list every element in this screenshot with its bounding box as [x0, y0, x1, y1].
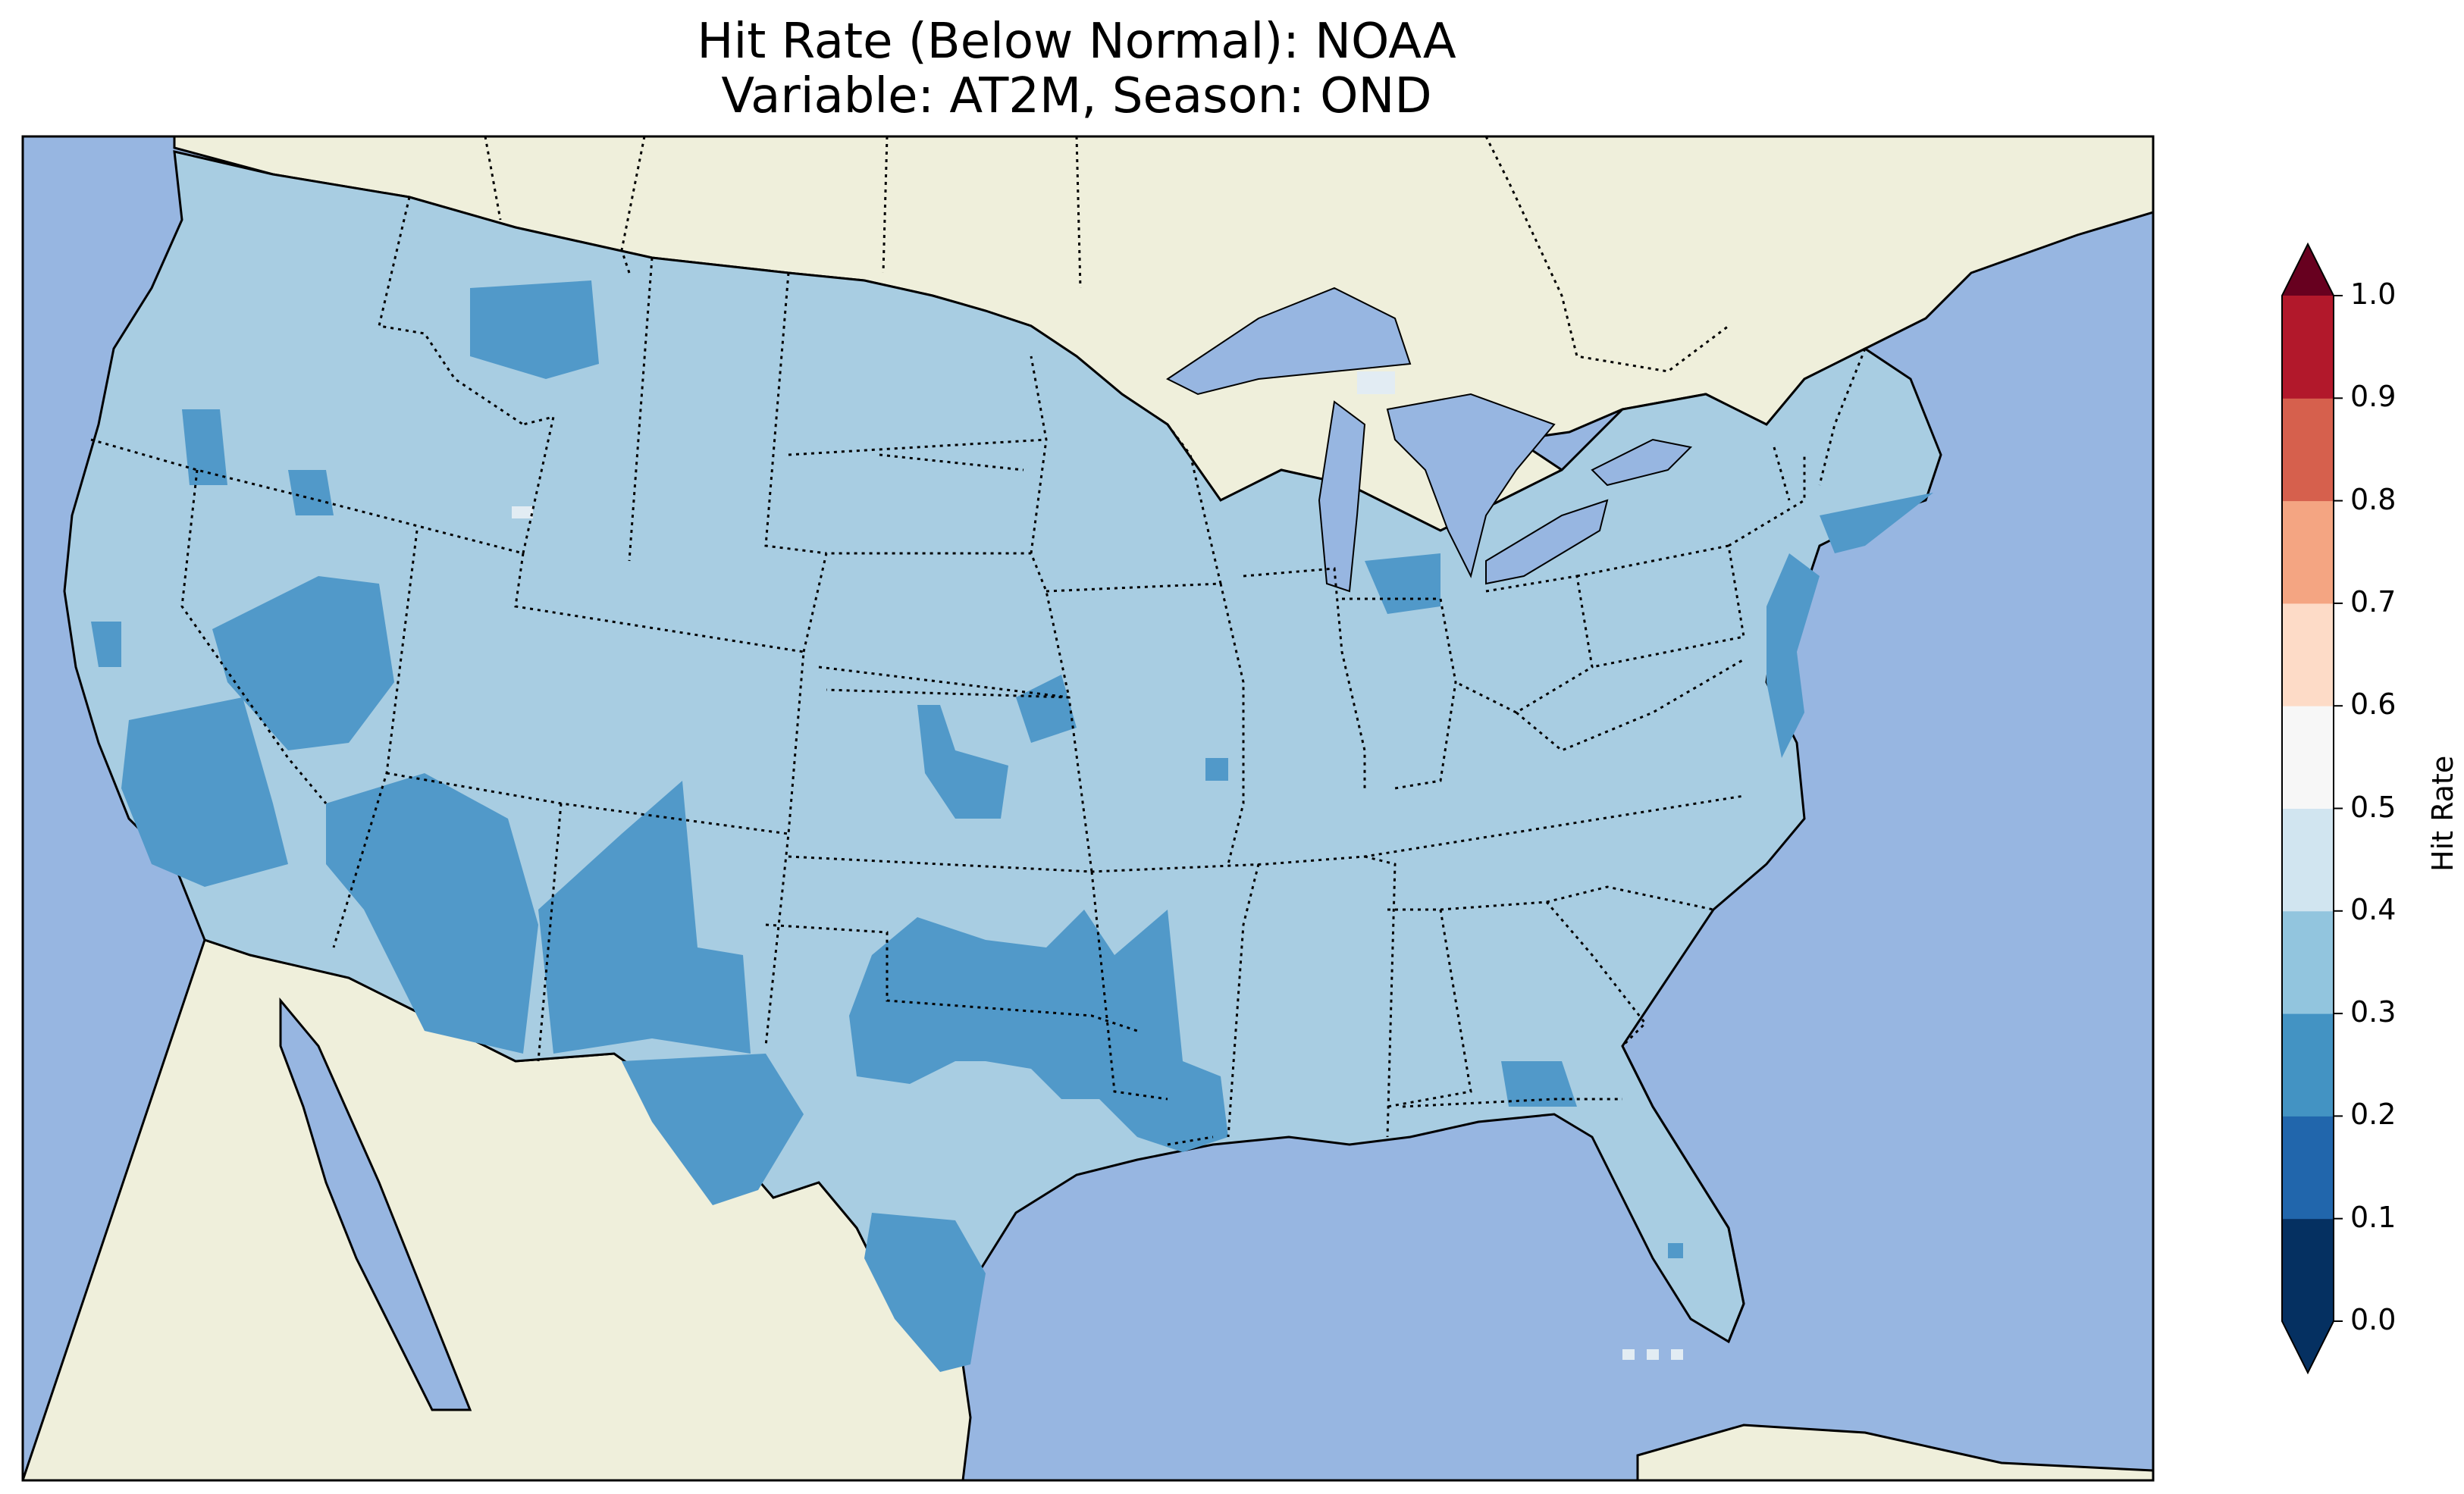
colorbar-segment [2282, 808, 2334, 912]
gulf-of-california [279, 997, 472, 1411]
chart-title-line2: Variable: AT2M, Season: OND [721, 68, 1432, 124]
canada-province-borders [484, 136, 1729, 373]
chart-title-line1: Hit Rate (Below Normal): NOAA [697, 14, 1456, 70]
colorbar-tick-label: 1.0 [2350, 277, 2397, 311]
state-borders [90, 196, 1867, 1146]
colorbar-segment [2282, 1218, 2334, 1322]
colorbar-tick-label: 0.1 [2350, 1200, 2397, 1234]
colorbar-segment [2282, 910, 2334, 1014]
hitrate-0.2-0.3-patches [91, 280, 1933, 1372]
map-frame [21, 135, 2155, 1482]
colorbar-tick-label: 0.0 [2350, 1303, 2397, 1336]
colorbar-tick-label: 0.3 [2350, 995, 2397, 1029]
colorbar-tick-label: 0.6 [2350, 687, 2397, 722]
colorbar-title: Hit Rate [2426, 755, 2459, 872]
colorbar-segment [2282, 500, 2334, 604]
colorbar [2281, 242, 2343, 1375]
colorbar-segment [2282, 706, 2334, 809]
colorbar-segment [2282, 1116, 2334, 1220]
colorbar-tick-label: 0.9 [2350, 380, 2397, 414]
cuba-land [1636, 1424, 2153, 1480]
colorbar-segment [2282, 603, 2334, 706]
florida-coast [1621, 1045, 1745, 1342]
colorbar-tick-label: 0.8 [2350, 482, 2397, 516]
colorbar-tick-label: 0.2 [2350, 1098, 2397, 1132]
colorbar-segment [2282, 398, 2334, 502]
colorbar-extend-max [2282, 244, 2334, 296]
colorbar-tick-label: 0.7 [2350, 584, 2397, 619]
colorbar-extend-min [2282, 1321, 2334, 1373]
great-lakes [1166, 287, 1693, 593]
colorbar-segment [2282, 296, 2334, 399]
colorbar-tick-label: 0.5 [2350, 790, 2397, 824]
colorbar-segment [2282, 1013, 2334, 1117]
colorbar-tick-label: 0.4 [2350, 892, 2397, 926]
hitrate-0.4-0.5-patches [512, 371, 1683, 1360]
